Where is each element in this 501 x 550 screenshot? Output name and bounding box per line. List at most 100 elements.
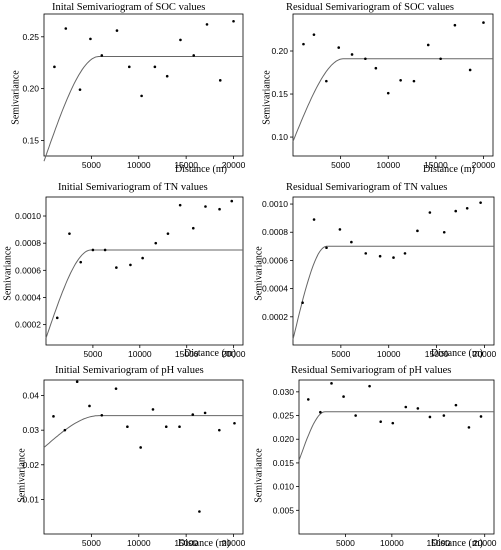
chart-svg: 5000 10000 15000 20000 0.0002 0.0004 0.0006 0.0… — [15, 196, 246, 359]
data-point — [204, 205, 207, 208]
data-point — [392, 256, 395, 259]
model-curve — [292, 245, 494, 340]
data-point — [364, 57, 367, 61]
model-curve — [298, 411, 494, 461]
y-tick-label: 0.0006 — [15, 265, 41, 275]
data-point — [153, 65, 157, 69]
data-point — [338, 228, 342, 231]
y-axis-label: Semivariance — [261, 70, 273, 125]
chart-title: Residual Semivariogram of pH values — [291, 365, 452, 376]
chart-panel-soc-residual: Residual Semivariogram of SOC values Sem… — [251, 0, 501, 180]
data-point — [233, 421, 236, 425]
y-axis-label: Semivariance — [253, 246, 265, 301]
x-tick-label: 5000 — [83, 349, 102, 359]
x-tick-label: 5000 — [82, 160, 101, 170]
data-point — [465, 206, 469, 210]
y-tick-label: 0.10 — [271, 132, 288, 142]
data-point — [439, 57, 442, 61]
plot-frame — [292, 196, 495, 346]
data-point — [198, 510, 201, 513]
x-axis-label: Distance (m) — [175, 164, 227, 175]
data-point — [479, 415, 483, 418]
data-point — [454, 209, 458, 213]
y-axis-label: Semivariance — [253, 448, 265, 503]
data-point — [330, 382, 333, 385]
data-point — [55, 316, 59, 320]
x-tick-label: 10000 — [380, 538, 404, 548]
data-point — [399, 78, 402, 82]
y-tick-label: 0.04 — [22, 391, 39, 401]
data-point — [453, 23, 457, 27]
x-tick-label: 5000 — [336, 538, 355, 548]
y-tick-label: 0.020 — [273, 434, 295, 444]
data-point — [191, 413, 195, 416]
y-tick-label: 0.0002 — [262, 312, 288, 322]
data-point — [416, 229, 419, 233]
data-point — [129, 263, 132, 267]
data-point — [75, 380, 79, 384]
x-axis-label: Distance (m) — [423, 164, 475, 175]
data-point — [127, 65, 131, 69]
data-point — [386, 91, 390, 95]
x-axis-label: Distance (m) — [178, 538, 230, 549]
y-tick-label: 0.0002 — [15, 320, 41, 330]
data-point — [428, 415, 432, 419]
plot-frame — [292, 13, 494, 157]
data-point — [103, 248, 107, 252]
data-point — [140, 94, 143, 98]
chart-svg: 5000 10000 15000 20000 0.10 0.15 0.20 — [271, 13, 496, 170]
data-point — [218, 207, 221, 211]
y-tick-label: 0.0006 — [262, 255, 288, 265]
data-point — [312, 33, 316, 36]
y-tick-label: 0.20 — [271, 46, 288, 56]
data-point — [403, 252, 407, 255]
data-point — [68, 232, 71, 235]
data-point — [354, 414, 357, 417]
data-point — [115, 266, 118, 269]
data-point — [52, 415, 55, 418]
data-point — [91, 248, 95, 252]
data-point — [374, 66, 378, 70]
data-point — [100, 413, 104, 417]
y-tick-label: 0.0008 — [262, 227, 288, 237]
data-point — [114, 387, 118, 390]
data-point — [79, 260, 83, 264]
y-tick-label: 0.01 — [22, 494, 39, 504]
model-curve — [45, 249, 243, 339]
data-point — [166, 232, 170, 235]
data-point — [301, 301, 304, 305]
model-curve — [43, 415, 243, 448]
chart-title: Residual Semivariogram of SOC values — [286, 2, 454, 13]
data-point — [482, 21, 485, 24]
data-point — [178, 425, 181, 429]
y-tick-label: 0.0010 — [15, 211, 41, 221]
chart-title: Initial Semivariogram of TN values — [58, 182, 208, 193]
x-tick-label: 20000 — [473, 538, 497, 548]
x-tick-label: 10000 — [127, 538, 151, 548]
data-point — [165, 74, 169, 78]
data-point — [479, 201, 482, 204]
plot-frame — [43, 13, 244, 157]
data-point — [64, 27, 68, 30]
x-tick-label: 10000 — [127, 160, 151, 170]
data-point — [230, 199, 234, 203]
chart-title: Inital Semivariogram of SOC values — [52, 2, 206, 13]
x-tick-label: 10000 — [128, 349, 152, 359]
chart-panel-tn-initial: Initial Semivariogram of TN values Semiv… — [0, 180, 250, 360]
y-tick-label: 0.015 — [273, 458, 295, 468]
x-tick-label: 20000 — [222, 349, 246, 359]
data-point — [337, 46, 341, 49]
y-tick-label: 0.010 — [273, 482, 295, 492]
y-tick-label: 0.025 — [273, 411, 295, 421]
data-point — [368, 384, 371, 388]
chart-panel-soc-initial: Inital Semivariogram of SOC values Semiv… — [0, 0, 250, 180]
x-axis-label: Distance (m) — [431, 348, 483, 359]
data-point — [412, 79, 416, 83]
chart-title: Residual Semivariogram of TN values — [286, 182, 448, 193]
x-axis-label: Distance (m) — [184, 348, 236, 359]
x-tick-label: 5000 — [82, 538, 101, 548]
data-point — [325, 79, 328, 83]
x-tick-label: 15000 — [425, 349, 449, 359]
y-axis-label: Semivariance — [10, 70, 22, 125]
y-tick-label: 0.0010 — [262, 199, 288, 209]
